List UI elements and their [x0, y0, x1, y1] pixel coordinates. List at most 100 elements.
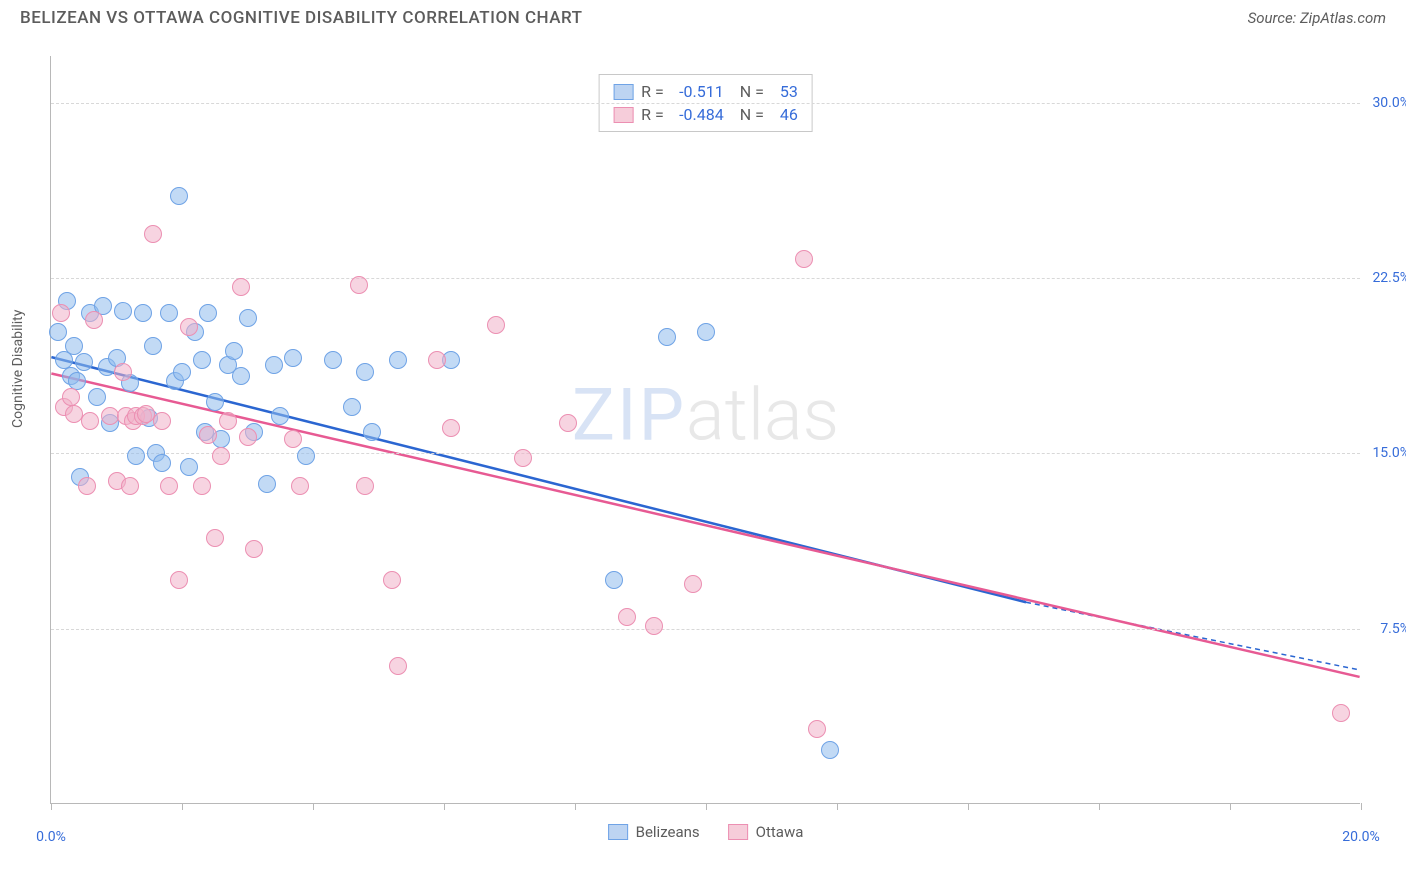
data-point: [383, 571, 401, 589]
watermark-atlas: atlas: [686, 372, 839, 457]
x-tick-label: 0.0%: [36, 829, 66, 845]
data-point: [206, 393, 224, 411]
data-point: [199, 426, 217, 444]
data-point: [297, 447, 315, 465]
data-point: [88, 388, 106, 406]
source-prefix: Source:: [1248, 9, 1300, 27]
data-point: [212, 447, 230, 465]
gridline: [51, 629, 1360, 630]
data-point: [284, 430, 302, 448]
chart-header: BELIZEAN VS OTTAWA COGNITIVE DISABILITY …: [0, 0, 1406, 40]
x-tick: [182, 803, 183, 810]
data-point: [442, 419, 460, 437]
series-swatch: [613, 84, 633, 100]
legend-label: Belizeans: [636, 823, 700, 841]
x-tick: [575, 803, 576, 810]
data-point: [350, 276, 368, 294]
n-value: 53: [772, 82, 798, 101]
data-point: [62, 388, 80, 406]
data-point: [821, 741, 839, 759]
data-point: [618, 608, 636, 626]
legend-label: Ottawa: [756, 823, 804, 841]
y-tick-label: 15.0%: [1364, 445, 1406, 461]
data-point: [658, 328, 676, 346]
n-value: 46: [772, 105, 798, 124]
data-point: [78, 477, 96, 495]
data-point: [180, 318, 198, 336]
data-point: [645, 617, 663, 635]
data-point: [324, 351, 342, 369]
data-point: [795, 250, 813, 268]
data-point: [85, 311, 103, 329]
r-value: -0.484: [672, 105, 724, 124]
legend-item: Ottawa: [728, 823, 804, 841]
y-axis-label: Cognitive Disability: [10, 310, 26, 428]
x-tick: [1099, 803, 1100, 810]
data-point: [180, 458, 198, 476]
legend: Belizeans Ottawa: [608, 823, 804, 841]
y-tick-label: 30.0%: [1364, 95, 1406, 111]
gridline: [51, 453, 1360, 454]
data-point: [206, 529, 224, 547]
n-label: N =: [740, 105, 764, 124]
series-swatch: [613, 107, 633, 123]
x-tick: [706, 803, 707, 810]
legend-swatch: [608, 824, 628, 840]
legend-swatch: [728, 824, 748, 840]
chart-source: Source: ZipAtlas.com: [1248, 9, 1386, 27]
data-point: [173, 363, 191, 381]
data-point: [65, 337, 83, 355]
data-point: [153, 412, 171, 430]
watermark: ZIPatlas: [572, 372, 839, 457]
data-point: [697, 323, 715, 341]
data-point: [68, 372, 86, 390]
data-point: [225, 342, 243, 360]
data-point: [291, 477, 309, 495]
data-point: [514, 449, 532, 467]
data-point: [160, 477, 178, 495]
plot-area: ZIPatlas R =-0.511N =53R =-0.484N =46 Be…: [50, 56, 1360, 804]
data-point: [101, 407, 119, 425]
data-point: [137, 405, 155, 423]
data-point: [356, 477, 374, 495]
data-point: [487, 316, 505, 334]
data-point: [684, 575, 702, 593]
data-point: [239, 428, 257, 446]
data-point: [193, 351, 211, 369]
data-point: [65, 405, 83, 423]
gridline: [51, 278, 1360, 279]
source-name: ZipAtlas.com: [1300, 9, 1386, 27]
x-tick: [1361, 803, 1362, 810]
data-point: [52, 304, 70, 322]
x-tick: [1230, 803, 1231, 810]
data-point: [239, 309, 257, 327]
gridline: [51, 103, 1360, 104]
data-point: [127, 447, 145, 465]
x-tick: [968, 803, 969, 810]
data-point: [356, 363, 374, 381]
r-value: -0.511: [672, 82, 724, 101]
data-point: [265, 356, 283, 374]
legend-item: Belizeans: [608, 823, 700, 841]
data-point: [232, 278, 250, 296]
data-point: [134, 304, 152, 322]
data-point: [808, 720, 826, 738]
data-point: [114, 363, 132, 381]
data-point: [114, 302, 132, 320]
data-point: [160, 304, 178, 322]
data-point: [219, 412, 237, 430]
chart-title: BELIZEAN VS OTTAWA COGNITIVE DISABILITY …: [20, 8, 583, 28]
correlation-row: R = -0.511 N = 53: [613, 80, 798, 103]
data-point: [199, 304, 217, 322]
data-point: [144, 225, 162, 243]
data-point: [121, 477, 139, 495]
trend-line-extension: [1026, 602, 1360, 670]
r-label: R =: [641, 82, 664, 101]
data-point: [258, 475, 276, 493]
data-point: [271, 407, 289, 425]
data-point: [75, 353, 93, 371]
data-point: [81, 412, 99, 430]
n-label: N =: [740, 82, 764, 101]
data-point: [193, 477, 211, 495]
y-tick-label: 22.5%: [1364, 270, 1406, 286]
